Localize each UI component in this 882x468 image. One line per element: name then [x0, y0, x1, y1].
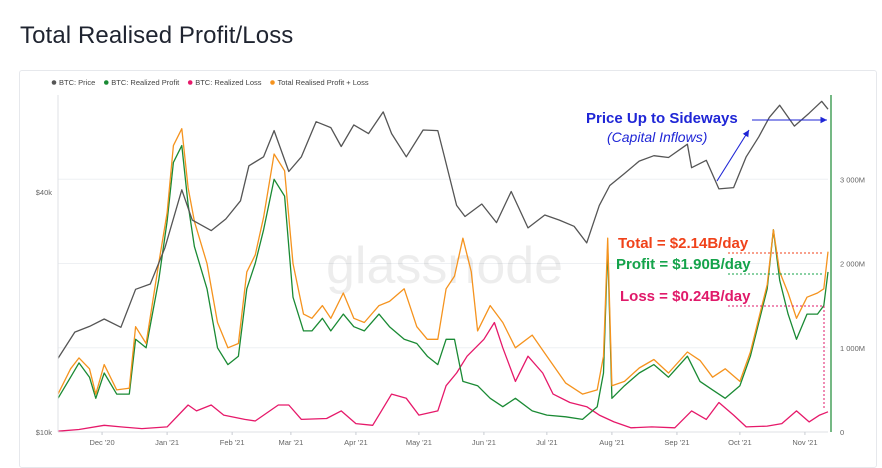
series-line-total-realised-profit-loss — [57, 128, 829, 395]
legend-swatch — [103, 80, 109, 85]
x-tick-label: Mar '21 — [278, 438, 303, 447]
chart: glassnode $10k $40k 0 1 000M 2 000M 3 000M Dec… — [36, 78, 865, 447]
x-tick-label: Sep '21 — [664, 438, 689, 447]
series-line-btc-realized-loss — [57, 321, 829, 432]
legend-label: BTC: Price — [59, 78, 95, 87]
legend: BTC: Price BTC: Realized Profit BTC: Reali… — [51, 78, 369, 87]
watermark: glassnode — [326, 237, 563, 295]
legend-swatch — [187, 80, 193, 85]
y-left-tick-label: $10k — [36, 428, 53, 437]
x-tick-label: Jun '21 — [472, 438, 496, 447]
x-tick-label: Aug '21 — [599, 438, 624, 447]
y-right-tick-label: 2 000M — [840, 260, 865, 269]
annotation-arrow-up — [716, 129, 750, 182]
chart-card: glassnode $10k $40k 0 1 000M 2 000M 3 000M Dec… — [19, 70, 877, 468]
y-right-tick-label: 3 000M — [840, 175, 865, 184]
x-tick-label: Oct '21 — [728, 438, 752, 447]
x-tick-label: Feb '21 — [220, 438, 245, 447]
annotation-loss: Loss = $0.24B/day — [620, 288, 751, 305]
y-left-tick-label: $40k — [36, 188, 53, 197]
legend-label: BTC: Realized Loss — [195, 78, 262, 87]
legend-label: BTC: Realized Profit — [111, 78, 180, 87]
x-tick-label: Nov '21 — [792, 438, 817, 447]
series-layer — [57, 100, 829, 432]
annotations: Price Up to Sideways (Capital Inflows) T… — [586, 110, 827, 410]
x-tick-label: Jul '21 — [536, 438, 557, 447]
page-title: Total Realised Profit/Loss — [20, 22, 294, 49]
annotation-total: Total = $2.14B/day — [618, 235, 749, 252]
legend-label: Total Realised Profit + Loss — [278, 78, 369, 87]
legend-swatch — [270, 80, 275, 85]
series-line-btc-realized-profit — [57, 144, 829, 421]
x-tick-label: May '21 — [406, 438, 432, 447]
annotation-price-title: Price Up to Sideways — [586, 110, 738, 127]
y-right-tick-label: 1 000M — [840, 344, 865, 353]
x-tick-label: Jan '21 — [155, 438, 179, 447]
annotation-profit: Profit = $1.90B/day — [616, 256, 751, 273]
x-tick-label: Dec '20 — [89, 438, 114, 447]
legend-swatch — [51, 80, 57, 85]
x-tick-label: Apr '21 — [344, 438, 368, 447]
axes: $10k $40k 0 1 000M 2 000M 3 000M Dec '20 Jan '2… — [36, 95, 865, 447]
y-right-tick-label: 0 — [840, 428, 844, 437]
series-line-btc-price — [57, 100, 829, 359]
annotation-price-sub: (Capital Inflows) — [607, 129, 707, 145]
